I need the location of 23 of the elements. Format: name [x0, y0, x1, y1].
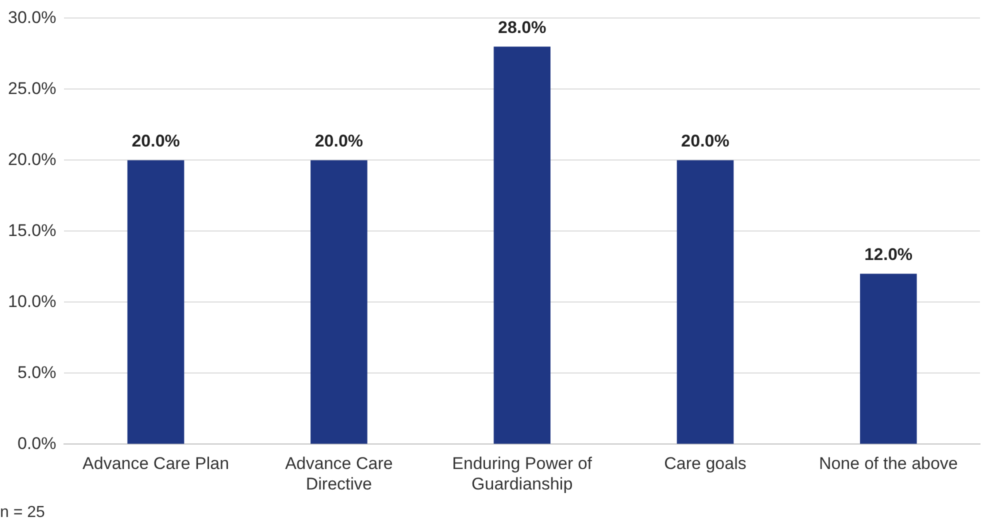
y-tick-label: 25.0%: [8, 78, 56, 98]
data-label: 12.0%: [864, 244, 913, 264]
y-tick-label: 0.0%: [17, 434, 56, 453]
x-tick-label: None of the above: [818, 454, 958, 474]
x-tick-label: Advance Care Directive: [285, 454, 393, 494]
bar: [676, 160, 734, 444]
bar: [310, 160, 368, 444]
x-tick-label: Enduring Power of Guardianship: [452, 454, 592, 494]
data-label: 20.0%: [681, 131, 730, 150]
y-tick-label: 10.0%: [8, 292, 56, 311]
bar: [127, 160, 184, 444]
text: n = 25: [0, 504, 45, 522]
x-tick-label: Advance Care Plan: [82, 454, 230, 474]
bar: [494, 46, 550, 444]
data-label: 20.0%: [132, 131, 180, 150]
y-tick-label: 20.0%: [8, 150, 56, 169]
x-tick-label: Care goals: [664, 454, 746, 474]
data-label: 28.0%: [498, 18, 546, 37]
y-tick-label: 15.0%: [8, 220, 56, 240]
bar: [860, 274, 917, 444]
data-label: 20.0%: [314, 131, 364, 150]
y-tick-label: 5.0%: [17, 362, 56, 382]
y-tick-label: 30.0%: [8, 8, 56, 27]
